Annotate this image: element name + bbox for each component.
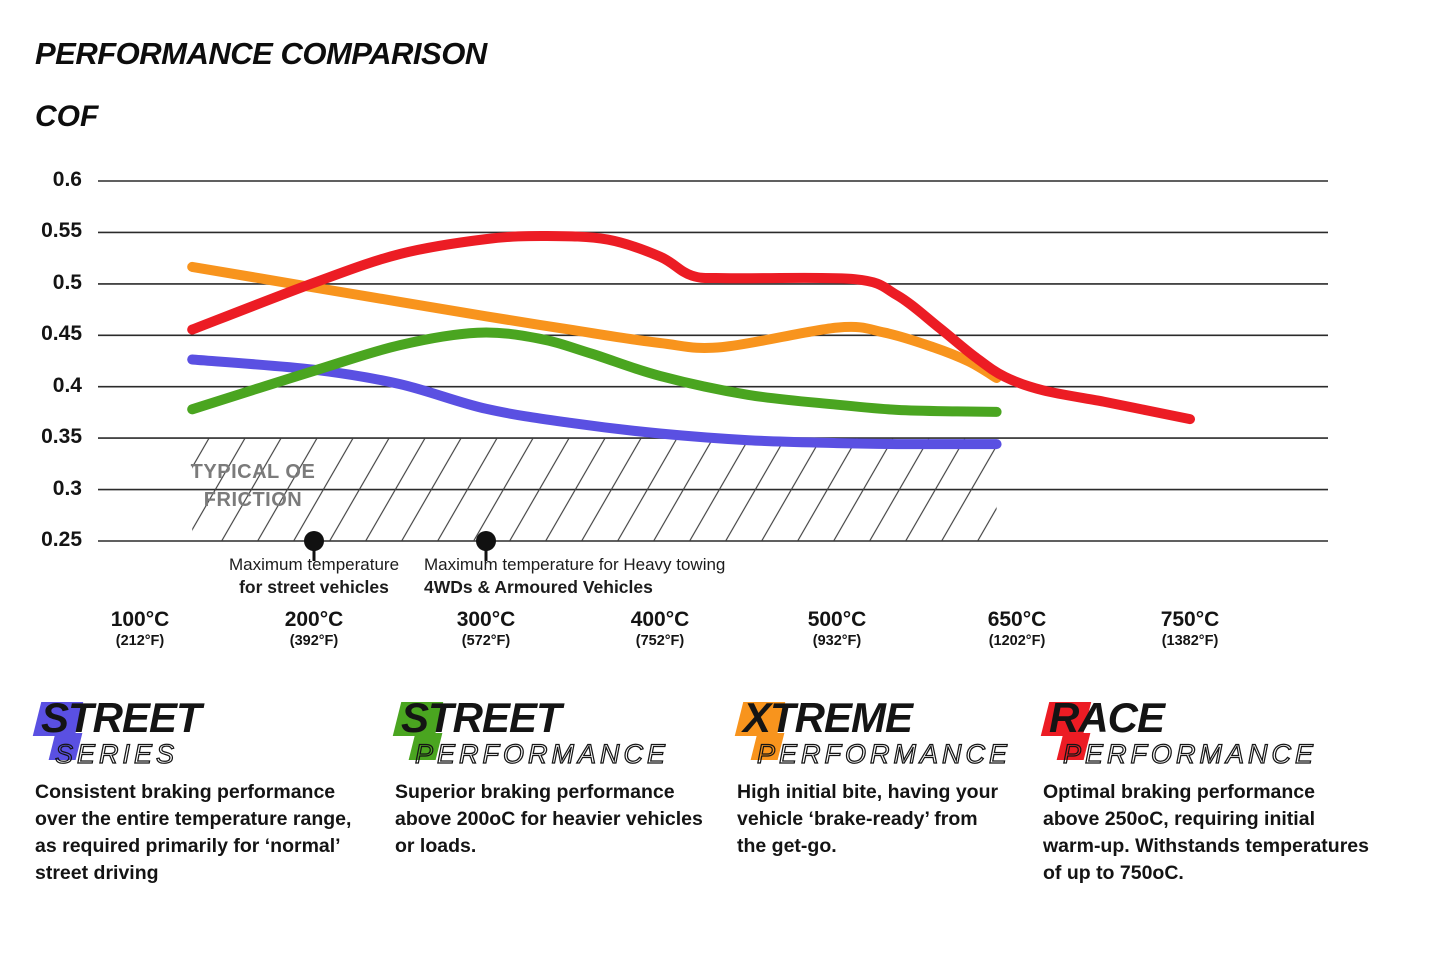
x-tick-label: 100°C (212°F) bbox=[111, 608, 170, 649]
x-tick-label: 500°C (932°F) bbox=[808, 608, 867, 649]
y-axis-title: COF bbox=[35, 100, 99, 133]
legend-description: Consistent braking performance over the … bbox=[35, 781, 352, 884]
series-street-series bbox=[187, 354, 1002, 450]
series-race-performance bbox=[187, 230, 1195, 425]
logo-word-secondary: PERFORMANCE bbox=[1062, 739, 1318, 769]
y-tick-label: 0.35 bbox=[41, 425, 82, 449]
y-tick-label: 0.55 bbox=[41, 219, 82, 243]
temp-celsius: 750°C bbox=[1160, 608, 1220, 631]
legend-description: Optimal braking performance above 250oC,… bbox=[1043, 781, 1369, 884]
temp-fahrenheit: (752°F) bbox=[635, 633, 685, 649]
temp-celsius: 500°C bbox=[807, 608, 867, 631]
street-performance-logo: STREET PERFORMANCE bbox=[392, 694, 725, 775]
legend-description: High initial bite, having your vehicle ‘… bbox=[737, 781, 999, 857]
series-xtreme-performance bbox=[187, 261, 1002, 383]
race-performance-logo: RACE PERFORMANCE bbox=[1040, 694, 1378, 775]
marker-note-line1: Maximum temperature for Heavy towing bbox=[424, 555, 726, 574]
x-tick-label: 650°C (1202°F) bbox=[988, 608, 1047, 649]
x-tick-label: 750°C (1382°F) bbox=[1161, 608, 1220, 649]
series-street-performance bbox=[187, 327, 1002, 417]
y-tick-label: 0.6 bbox=[52, 168, 82, 191]
logo-word-primary: STREET bbox=[41, 694, 202, 741]
temp-fahrenheit: (572°F) bbox=[461, 633, 511, 649]
legend-description: Superior braking performance above 200oC… bbox=[395, 781, 703, 857]
temp-celsius: 200°C bbox=[284, 608, 344, 631]
temp-fahrenheit: (392°F) bbox=[289, 633, 339, 649]
marker-note: Maximum temperature for street vehicles bbox=[229, 554, 399, 599]
marker-dot bbox=[304, 531, 324, 551]
x-tick-label: 200°C (392°F) bbox=[285, 608, 344, 649]
temp-celsius: 400°C bbox=[630, 608, 690, 631]
y-tick-label: 0.4 bbox=[52, 373, 82, 397]
legend-race-performance: RACE PERFORMANCE Optimal braking perform… bbox=[1040, 694, 1378, 884]
marker-note-line2: 4WDs & Armoured Vehicles bbox=[424, 577, 653, 598]
oe-label-line2: FRICTION bbox=[203, 489, 303, 512]
temp-fahrenheit: (1202°F) bbox=[988, 633, 1046, 649]
legend-street-series: STREET SERIES Consistent braking perform… bbox=[32, 694, 375, 884]
typical-oe-friction-band bbox=[192, 438, 997, 541]
temp-fahrenheit: (932°F) bbox=[812, 633, 862, 649]
temp-fahrenheit: (212°F) bbox=[115, 633, 165, 649]
logo-word-primary: STREET bbox=[401, 694, 562, 741]
oe-label-line1: TYPICAL OE bbox=[190, 461, 316, 483]
x-tick-label: 300°C (572°F) bbox=[457, 608, 516, 649]
xtreme-performance-logo: XTREME PERFORMANCE bbox=[734, 694, 1027, 775]
marker-note-line2: for street vehicles bbox=[239, 577, 389, 598]
logo-word-secondary: PERFORMANCE bbox=[414, 739, 670, 769]
temp-celsius: 650°C bbox=[987, 608, 1047, 631]
logo-word-primary: RACE bbox=[1049, 694, 1165, 741]
temp-celsius: 100°C bbox=[110, 608, 170, 631]
x-tick-label: 400°C (752°F) bbox=[631, 608, 690, 649]
logo-word-primary: XTREME bbox=[743, 694, 913, 741]
temp-fahrenheit: (1382°F) bbox=[1161, 633, 1219, 649]
y-tick-label: 0.3 bbox=[52, 476, 82, 500]
temp-celsius: 300°C bbox=[456, 608, 516, 631]
marker-dot bbox=[476, 531, 496, 551]
logo-word-secondary: SERIES bbox=[54, 739, 179, 769]
marker-note: Maximum temperature for Heavy towing 4WDs… bbox=[424, 554, 725, 599]
logo-word-secondary: PERFORMANCE bbox=[756, 739, 1012, 769]
y-tick-label: 0.5 bbox=[52, 270, 82, 294]
legend-xtreme-performance: XTREME PERFORMANCE High initial bite, ha… bbox=[734, 694, 1027, 857]
y-tick-label: 0.25 bbox=[41, 528, 82, 551]
marker-note-line1: Maximum temperature bbox=[228, 555, 400, 574]
legend-street-performance: STREET PERFORMANCE Superior braking perf… bbox=[392, 694, 725, 857]
page-title: PERFORMANCE COMPARISON bbox=[35, 36, 487, 71]
y-tick-label: 0.45 bbox=[41, 322, 82, 346]
typical-oe-friction-label: TYPICAL OE FRICTION bbox=[189, 458, 317, 515]
street-series-logo: STREET SERIES bbox=[32, 694, 375, 775]
